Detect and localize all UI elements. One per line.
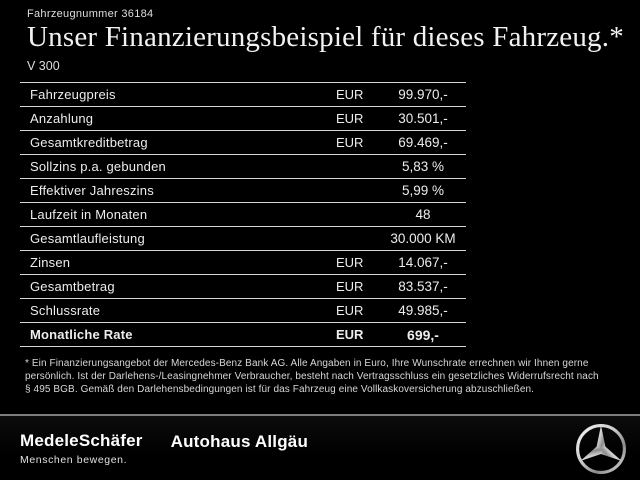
page-title: Unser Finanzierungsbeispiel für dieses F… <box>27 21 624 53</box>
row-value: 99.970,- <box>398 87 448 102</box>
row-label: Anzahlung <box>30 111 94 126</box>
row-value: 48 <box>415 207 431 222</box>
table-row: Laufzeit in Monaten 48 <box>20 203 466 227</box>
row-label: Zinsen <box>30 255 71 270</box>
row-label: Gesamtkreditbetrag <box>30 135 148 150</box>
row-currency: EUR <box>336 135 364 150</box>
row-label: Schlussrate <box>30 303 101 318</box>
dealer-tagline: Menschen bewegen. <box>20 453 128 466</box>
row-value: 83.537,- <box>398 279 448 294</box>
row-value: 699,- <box>407 326 439 343</box>
header: Fahrzeugnummer 36184 Unser Finanzierungs… <box>0 0 640 73</box>
dealer-secondary-logo: Autohaus Allgäu <box>170 431 309 451</box>
footnote: * Ein Finanzierungsangebot der Mercedes-… <box>25 357 640 396</box>
dealer-name: MedeleSchäfer <box>20 430 143 450</box>
row-label: Gesamtlaufleistung <box>30 231 145 246</box>
dealer-logo: MedeleSchäfer Menschen bewegen. <box>20 431 143 466</box>
footnote-line: persönlich. Ist der Darlehens-/Leasingne… <box>25 371 599 382</box>
row-currency: EUR <box>336 327 364 342</box>
table-row: Anzahlung EUR 30.501,- <box>20 107 466 131</box>
table-row: Effektiver Jahreszins 5,99 % <box>20 179 466 203</box>
footnote-line: * Ein Finanzierungsangebot der Mercedes-… <box>25 358 589 369</box>
row-currency: EUR <box>336 255 364 270</box>
row-currency: EUR <box>336 303 364 318</box>
row-value: 30.501,- <box>398 111 448 126</box>
footer-divider <box>0 414 640 416</box>
row-value: 30.000 KM <box>390 231 456 246</box>
table-row: Monatliche Rate EUR 699,- <box>20 323 466 347</box>
row-currency: EUR <box>336 111 364 126</box>
row-label: Monatliche Rate <box>30 327 133 342</box>
table-row: Zinsen EUR 14.067,- <box>20 251 466 275</box>
row-value: 49.985,- <box>398 303 448 318</box>
row-label: Fahrzeugpreis <box>30 87 116 102</box>
row-currency: EUR <box>336 279 364 294</box>
footer: MedeleSchäfer Menschen bewegen. Autohaus… <box>0 416 640 480</box>
row-value: 69.469,- <box>398 135 448 150</box>
table-row: Schlussrate EUR 49.985,- <box>20 299 466 323</box>
finance-table: Fahrzeugpreis EUR 99.970,- Anzahlung EUR… <box>20 82 466 347</box>
row-label: Sollzins p.a. gebunden <box>30 159 166 174</box>
row-value: 5,83 % <box>401 159 445 174</box>
vehicle-number: Fahrzeugnummer 36184 <box>27 8 154 20</box>
row-label: Effektiver Jahreszins <box>30 183 154 198</box>
row-label: Laufzeit in Monaten <box>30 207 148 222</box>
row-value: 14.067,- <box>398 255 448 270</box>
table-row: Gesamtlaufleistung 30.000 KM <box>20 227 466 251</box>
row-value: 5,99 % <box>401 183 445 198</box>
row-label: Gesamtbetrag <box>30 279 115 294</box>
model-name: V 300 <box>27 59 60 73</box>
table-row: Gesamtbetrag EUR 83.537,- <box>20 275 466 299</box>
mercedes-star-icon <box>576 424 626 474</box>
table-row: Gesamtkreditbetrag EUR 69.469,- <box>20 131 466 155</box>
row-currency: EUR <box>336 87 364 102</box>
table-row: Sollzins p.a. gebunden 5,83 % <box>20 155 466 179</box>
footnote-line: § 495 BGB. Gemäß den Darlehensbedingunge… <box>25 384 535 395</box>
table-row: Fahrzeugpreis EUR 99.970,- <box>20 83 466 107</box>
